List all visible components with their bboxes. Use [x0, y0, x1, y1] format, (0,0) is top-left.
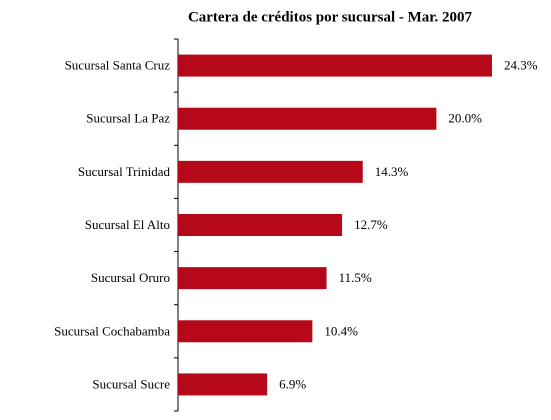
bar: [178, 160, 363, 183]
bar: [178, 373, 268, 396]
y-tick-label: Sucursal Trinidad: [78, 164, 171, 179]
y-tick-label: Sucursal El Alto: [85, 217, 170, 232]
bar: [178, 267, 327, 290]
y-tick-label: Sucursal Cochabamba: [54, 323, 170, 338]
value-label: 12.7%: [354, 217, 388, 232]
value-label: 24.3%: [504, 58, 538, 73]
value-label: 20.0%: [448, 111, 482, 126]
bar: [178, 54, 492, 77]
bar: [178, 320, 313, 343]
y-tick-label: Sucursal La Paz: [86, 111, 170, 126]
bar: [178, 107, 437, 130]
value-label: 14.3%: [375, 164, 409, 179]
bar: [178, 214, 343, 236]
y-tick-label: Sucursal Sucre: [92, 376, 170, 391]
y-tick-label: Sucursal Oruro: [91, 270, 170, 285]
value-label: 11.5%: [339, 270, 372, 285]
value-label: 10.4%: [324, 323, 358, 338]
chart-title: Cartera de créditos por sucursal - Mar. …: [188, 9, 473, 25]
value-label: 6.9%: [279, 376, 306, 391]
y-tick-label: Sucursal Santa Cruz: [65, 58, 171, 73]
